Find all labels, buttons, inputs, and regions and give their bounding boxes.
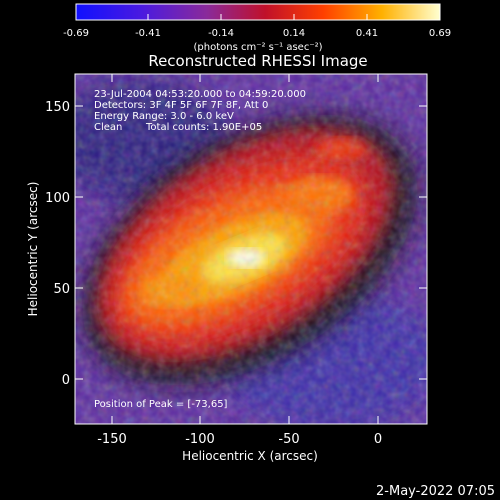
y-tick-label: 100 — [45, 191, 70, 206]
colorbar-tick-label: -0.41 — [135, 28, 161, 39]
peak-position-text: Position of Peak = [-73,65] — [94, 399, 228, 410]
x-tick-label: 0 — [374, 432, 382, 447]
x-tick-label: -100 — [185, 432, 215, 447]
x-tick-label: -150 — [97, 432, 127, 447]
total-counts-text: Total counts: 1.90E+05 — [145, 122, 262, 133]
colorbar-tick-label: 0.69 — [429, 28, 451, 39]
detectors-text: Detectors: 3F 4F 5F 6F 7F 8F, Att 0 — [94, 100, 268, 111]
x-axis-label: Heliocentric X (arcsec) — [182, 449, 318, 463]
colorbar: -0.69 -0.41 -0.14 0.14 0.41 0.69 (photon… — [63, 3, 451, 53]
colorbar-tick-label: 0.41 — [356, 28, 378, 39]
colorbar-units: (photons cm⁻² s⁻¹ asec⁻²) — [193, 42, 322, 53]
plot-title: Reconstructed RHESSI Image — [148, 52, 368, 70]
clean-label: Clean — [94, 122, 122, 133]
y-axis-ticks — [75, 105, 427, 380]
colorbar-tick-label: -0.69 — [63, 28, 89, 39]
y-tick-label: 150 — [45, 100, 70, 115]
x-tick-label: -50 — [278, 432, 299, 447]
y-axis-label: Heliocentric Y (arcsec) — [26, 182, 40, 317]
footer-timestamp: 2-May-2022 07:05 — [376, 484, 495, 499]
y-tick-label: 0 — [62, 373, 70, 388]
time-range-text: 23-Jul-2004 04:53:20.000 to 04:59:20.000 — [94, 89, 306, 100]
colorbar-gradient — [75, 3, 441, 21]
plot-frame — [74, 73, 428, 425]
y-tick-label: 50 — [53, 282, 70, 297]
colorbar-tick-label: -0.14 — [208, 28, 234, 39]
colorbar-tick-label: 0.14 — [283, 28, 305, 39]
energy-range-text: Energy Range: 3.0 - 6.0 keV — [94, 111, 234, 122]
x-axis-ticks — [111, 74, 379, 424]
heatmap-image — [75, 74, 427, 424]
colorbar-ticks — [75, 14, 441, 20]
